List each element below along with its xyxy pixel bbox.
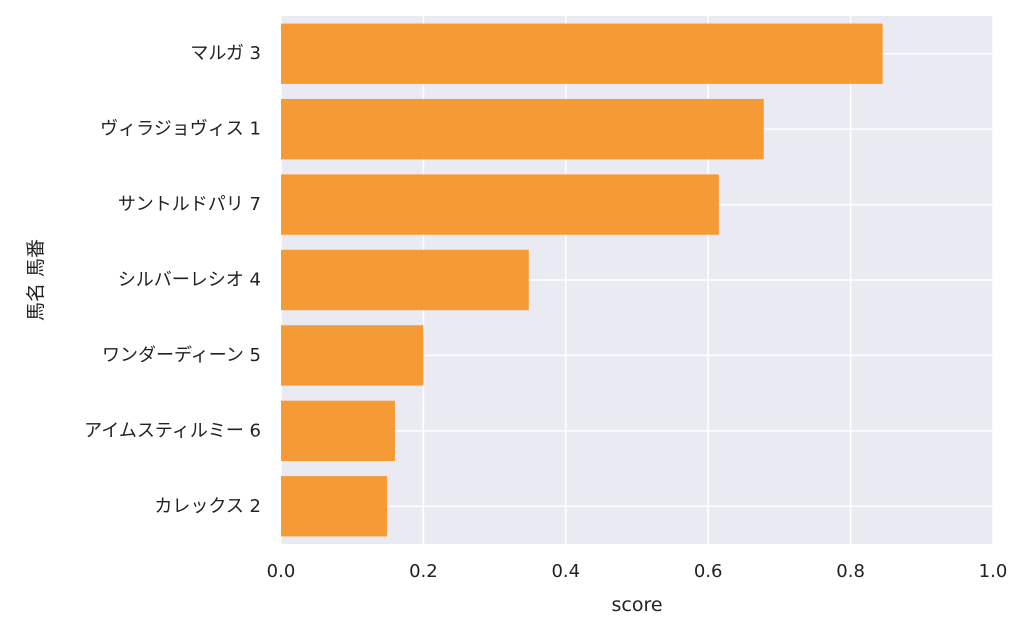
y-tick-label: カレックス 2 (154, 496, 261, 517)
y-tick-labels: マルガ 3 ヴィラジョヴィス 1 サントルドパリ 7 シルバーレシオ 4 ワンダーディー… (84, 43, 261, 517)
y-tick-label: マルガ 3 (190, 43, 261, 64)
bar (281, 174, 719, 235)
x-tick-label: 0.6 (694, 561, 723, 582)
bar (281, 325, 424, 386)
x-tick-label: 0.8 (836, 561, 865, 582)
x-tick-labels: 0.0 0.2 0.4 0.6 0.8 1.0 (267, 561, 1008, 582)
y-axis-title: 馬名 馬番 (25, 239, 47, 321)
y-tick-label: サントルドパリ 7 (118, 194, 261, 215)
x-tick-label: 0.0 (267, 561, 296, 582)
bar (281, 476, 388, 537)
y-tick-label: ワンダーディーン 5 (102, 345, 261, 366)
x-axis-title: score (611, 594, 662, 616)
bar (281, 23, 883, 84)
bar (281, 400, 395, 462)
y-tick-label: シルバーレシオ 4 (118, 270, 261, 291)
x-tick-label: 0.2 (409, 561, 438, 582)
bars (281, 23, 883, 537)
y-tick-label: アイムスティルミー 6 (84, 420, 261, 441)
x-tick-label: 1.0 (979, 561, 1008, 582)
x-tick-label: 0.4 (551, 561, 580, 582)
y-tick-label: ヴィラジョヴィス 1 (100, 119, 261, 140)
bar (281, 249, 529, 311)
bar (281, 98, 764, 160)
